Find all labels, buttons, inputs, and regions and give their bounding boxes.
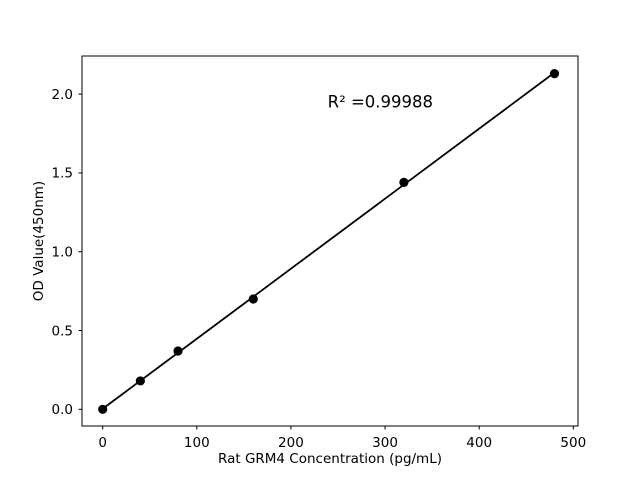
y-tick-label: 2.0	[52, 87, 73, 103]
x-tick-label: 400	[466, 435, 492, 451]
x-tick-label: 300	[372, 435, 398, 451]
x-tick-label: 100	[184, 435, 210, 451]
data-point	[135, 376, 145, 386]
data-point	[98, 404, 108, 414]
axes-spines	[81, 55, 579, 427]
y-tick-label: 1.5	[52, 166, 73, 182]
r-squared-annotation: R² =0.99988	[327, 92, 434, 112]
data-point	[549, 69, 560, 79]
data-point	[248, 294, 258, 304]
y-tick-label: 1.0	[52, 245, 73, 261]
standard-curve-line	[101, 71, 556, 410]
data-point	[399, 177, 409, 187]
x-tick-label: 500	[560, 435, 586, 451]
data-point	[173, 346, 183, 356]
y-axis-label: OD Value(450nm)	[31, 180, 47, 302]
x-tick-label: 0	[98, 435, 107, 451]
y-tick-label: 0.5	[52, 323, 73, 339]
x-tick-label: 200	[278, 435, 304, 451]
x-axis-label: Rat GRM4 Concentration (pg/mL)	[218, 451, 442, 467]
y-tick-label: 0.0	[52, 402, 73, 418]
